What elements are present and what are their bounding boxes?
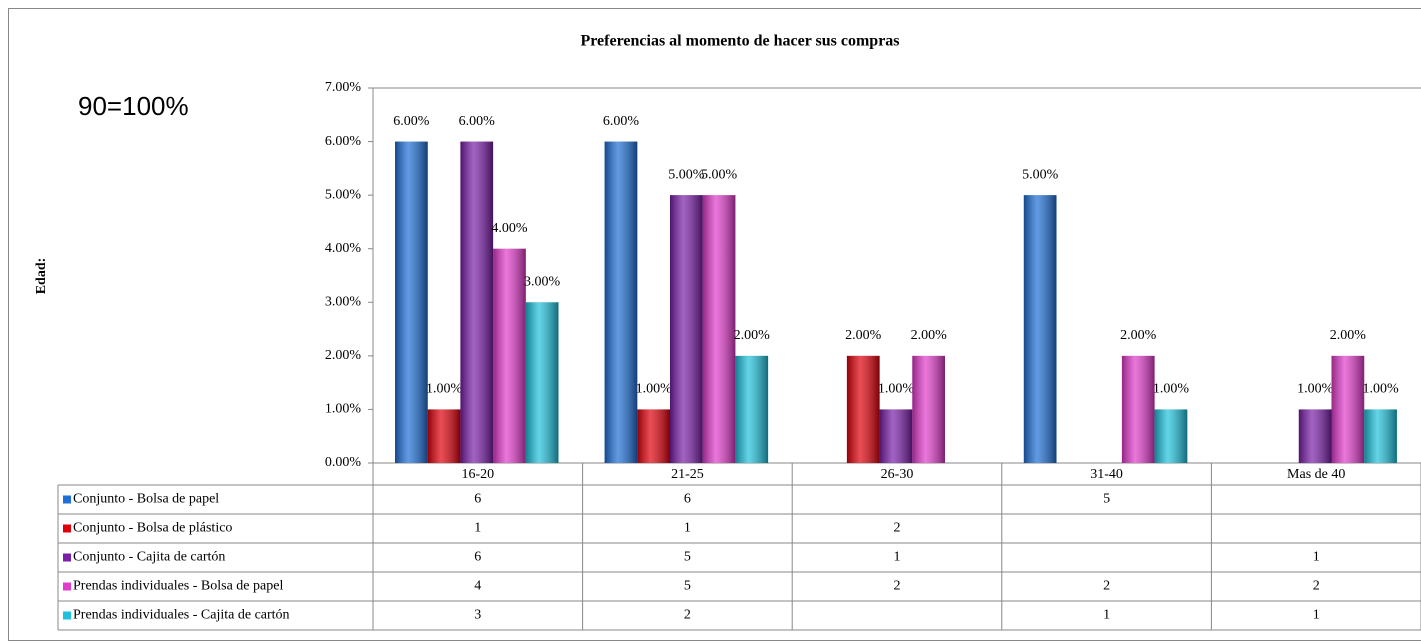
y-tick-label: 0.00%: [325, 455, 362, 470]
legend-label: Prendas individuales - Bolsa de papel: [73, 579, 283, 594]
bar-shade: [460, 141, 494, 464]
data-label: 2.00%: [734, 328, 771, 343]
y-tick-label: 6.00%: [325, 134, 362, 149]
y-tick-label: 4.00%: [325, 241, 362, 256]
table-cell: 2: [1103, 579, 1110, 594]
x-tick-label: 26-30: [881, 467, 914, 482]
chart-title: Preferencias al momento de hacer sus com…: [580, 33, 899, 50]
x-tick-label: 31-40: [1090, 467, 1123, 482]
bar-shade: [637, 409, 671, 463]
y-tick-label: 7.00%: [325, 80, 362, 95]
bar-shade: [846, 355, 880, 463]
data-label: 1.00%: [1362, 382, 1399, 397]
table-cell: 1: [894, 550, 901, 565]
x-tick-label: 21-25: [671, 467, 704, 482]
table-cell: 1: [1313, 608, 1320, 623]
data-label: 1.00%: [878, 382, 915, 397]
data-label: 1.00%: [636, 382, 673, 397]
bar-shade: [493, 248, 526, 463]
data-label: 2.00%: [1330, 328, 1367, 343]
bar-shade: [427, 409, 461, 463]
table-cell: 3: [474, 608, 481, 623]
bar-shade: [1298, 409, 1332, 463]
table-cell: 2: [894, 521, 901, 536]
data-label: 2.00%: [911, 328, 948, 343]
bar-shade: [1364, 409, 1397, 463]
y-tick-label: 3.00%: [325, 295, 362, 310]
bar-shade: [525, 302, 559, 463]
table-cell: 5: [1103, 492, 1110, 507]
legend-swatch: [63, 524, 71, 533]
table-cell: 2: [1313, 579, 1320, 594]
legend-label: Conjunto - Bolsa de papel: [73, 492, 219, 507]
y-axis-label: Edad:: [34, 258, 49, 295]
data-label: 1.00%: [426, 382, 463, 397]
bar-shade: [912, 355, 945, 463]
table-cell: 1: [1103, 608, 1110, 623]
table-cell: 6: [684, 492, 691, 507]
bar-shade: [1023, 195, 1057, 463]
bar-shade: [1154, 409, 1188, 463]
table-cell: 2: [894, 579, 901, 594]
table-cell: 1: [684, 521, 691, 536]
legend-swatch: [63, 611, 71, 620]
bar-shade: [395, 141, 428, 464]
y-tick-label: 2.00%: [325, 348, 362, 363]
bar-shade: [1331, 355, 1365, 463]
data-label: 4.00%: [491, 221, 528, 236]
table-cell: 6: [474, 550, 481, 565]
data-label: 1.00%: [1297, 382, 1334, 397]
legend-swatch: [63, 495, 71, 504]
legend-swatch: [63, 582, 71, 591]
bar-shade: [1121, 355, 1155, 463]
legend-label: Prendas individuales - Cajita de cartón: [73, 608, 290, 623]
bar-shade: [702, 195, 736, 463]
data-label: 5.00%: [668, 167, 705, 182]
data-label: 2.00%: [1120, 328, 1157, 343]
table-cell: 1: [1313, 550, 1320, 565]
data-label: 6.00%: [393, 114, 430, 129]
y-tick-label: 1.00%: [325, 402, 362, 417]
bar-shade: [604, 141, 638, 464]
table-cell: 6: [474, 492, 481, 507]
legend-label: Conjunto - Cajita de cartón: [73, 550, 225, 565]
y-tick-label: 5.00%: [325, 187, 362, 202]
table-cell: 5: [684, 579, 691, 594]
legend-swatch: [63, 553, 71, 562]
x-tick-label: Mas de 40: [1287, 467, 1345, 482]
table-cell: 4: [474, 579, 481, 594]
x-tick-label: 16-20: [461, 467, 494, 482]
legend-label: Conjunto - Bolsa de plástico: [73, 521, 232, 536]
table-cell: 2: [684, 608, 691, 623]
data-label: 3.00%: [524, 275, 561, 290]
data-label: 5.00%: [1022, 167, 1059, 182]
data-label: 6.00%: [603, 114, 640, 129]
table-cell: 5: [684, 550, 691, 565]
data-label: 6.00%: [459, 114, 496, 129]
bar-shade: [735, 355, 769, 463]
table-cell: 1: [474, 521, 481, 536]
bar-shade: [670, 195, 703, 463]
data-label: 2.00%: [845, 328, 882, 343]
bar-shade: [879, 409, 913, 463]
data-label: 1.00%: [1153, 382, 1190, 397]
data-label: 5.00%: [701, 167, 738, 182]
annotation: 90=100%: [78, 91, 189, 121]
